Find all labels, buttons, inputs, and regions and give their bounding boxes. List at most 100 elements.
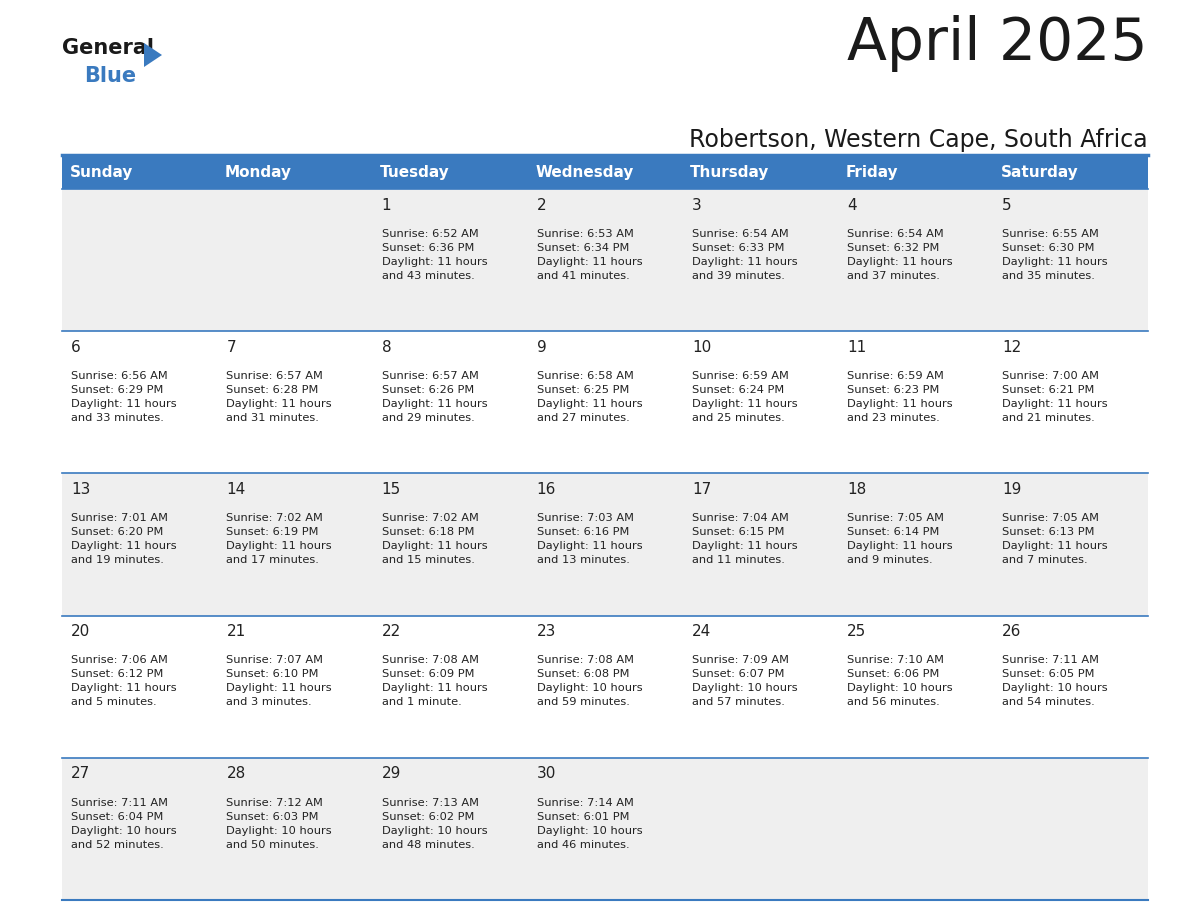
Text: Sunrise: 7:08 AM
Sunset: 6:08 PM
Daylight: 10 hours
and 59 minutes.: Sunrise: 7:08 AM Sunset: 6:08 PM Dayligh…: [537, 655, 643, 708]
Text: 29: 29: [381, 767, 402, 781]
Bar: [372, 616, 527, 757]
Text: April 2025: April 2025: [847, 15, 1148, 72]
Text: 16: 16: [537, 482, 556, 497]
Bar: [993, 474, 1148, 616]
Text: Sunrise: 7:13 AM
Sunset: 6:02 PM
Daylight: 10 hours
and 48 minutes.: Sunrise: 7:13 AM Sunset: 6:02 PM Dayligh…: [381, 798, 487, 850]
Text: Sunrise: 6:55 AM
Sunset: 6:30 PM
Daylight: 11 hours
and 35 minutes.: Sunrise: 6:55 AM Sunset: 6:30 PM Dayligh…: [1003, 229, 1107, 281]
Bar: [838, 331, 993, 474]
Bar: [527, 189, 683, 331]
Text: Sunrise: 7:12 AM
Sunset: 6:03 PM
Daylight: 10 hours
and 50 minutes.: Sunrise: 7:12 AM Sunset: 6:03 PM Dayligh…: [227, 798, 333, 850]
Text: Sunrise: 6:54 AM
Sunset: 6:32 PM
Daylight: 11 hours
and 37 minutes.: Sunrise: 6:54 AM Sunset: 6:32 PM Dayligh…: [847, 229, 953, 281]
Text: Wednesday: Wednesday: [535, 164, 633, 180]
Text: Sunrise: 7:05 AM
Sunset: 6:13 PM
Daylight: 11 hours
and 7 minutes.: Sunrise: 7:05 AM Sunset: 6:13 PM Dayligh…: [1003, 513, 1107, 565]
Bar: [372, 189, 527, 331]
Text: Sunrise: 6:52 AM
Sunset: 6:36 PM
Daylight: 11 hours
and 43 minutes.: Sunrise: 6:52 AM Sunset: 6:36 PM Dayligh…: [381, 229, 487, 281]
Text: 9: 9: [537, 340, 546, 354]
Bar: [62, 155, 217, 189]
Bar: [217, 616, 372, 757]
Text: Sunrise: 7:00 AM
Sunset: 6:21 PM
Daylight: 11 hours
and 21 minutes.: Sunrise: 7:00 AM Sunset: 6:21 PM Dayligh…: [1003, 371, 1107, 423]
Text: Sunrise: 6:54 AM
Sunset: 6:33 PM
Daylight: 11 hours
and 39 minutes.: Sunrise: 6:54 AM Sunset: 6:33 PM Dayligh…: [691, 229, 797, 281]
Bar: [62, 331, 217, 474]
Text: Sunrise: 7:06 AM
Sunset: 6:12 PM
Daylight: 11 hours
and 5 minutes.: Sunrise: 7:06 AM Sunset: 6:12 PM Dayligh…: [71, 655, 177, 708]
Bar: [527, 155, 683, 189]
Text: 23: 23: [537, 624, 556, 639]
Bar: [527, 757, 683, 900]
Text: Saturday: Saturday: [1000, 164, 1079, 180]
Text: 8: 8: [381, 340, 391, 354]
Text: 11: 11: [847, 340, 866, 354]
Bar: [527, 616, 683, 757]
Text: 30: 30: [537, 767, 556, 781]
Text: Sunrise: 6:57 AM
Sunset: 6:26 PM
Daylight: 11 hours
and 29 minutes.: Sunrise: 6:57 AM Sunset: 6:26 PM Dayligh…: [381, 371, 487, 423]
Bar: [683, 757, 838, 900]
Bar: [217, 331, 372, 474]
Text: Friday: Friday: [846, 164, 898, 180]
Text: Sunrise: 6:58 AM
Sunset: 6:25 PM
Daylight: 11 hours
and 27 minutes.: Sunrise: 6:58 AM Sunset: 6:25 PM Dayligh…: [537, 371, 643, 423]
Text: Sunrise: 7:02 AM
Sunset: 6:19 PM
Daylight: 11 hours
and 17 minutes.: Sunrise: 7:02 AM Sunset: 6:19 PM Dayligh…: [227, 513, 333, 565]
Text: 24: 24: [691, 624, 712, 639]
Text: Sunrise: 7:03 AM
Sunset: 6:16 PM
Daylight: 11 hours
and 13 minutes.: Sunrise: 7:03 AM Sunset: 6:16 PM Dayligh…: [537, 513, 643, 565]
Text: Sunrise: 7:02 AM
Sunset: 6:18 PM
Daylight: 11 hours
and 15 minutes.: Sunrise: 7:02 AM Sunset: 6:18 PM Dayligh…: [381, 513, 487, 565]
Polygon shape: [144, 43, 162, 67]
Bar: [993, 189, 1148, 331]
Bar: [683, 474, 838, 616]
Text: General: General: [62, 38, 154, 58]
Text: Sunday: Sunday: [70, 164, 133, 180]
Bar: [838, 474, 993, 616]
Bar: [993, 616, 1148, 757]
Text: Thursday: Thursday: [690, 164, 770, 180]
Text: 7: 7: [227, 340, 236, 354]
Bar: [838, 155, 993, 189]
Text: 15: 15: [381, 482, 400, 497]
Text: Sunrise: 7:11 AM
Sunset: 6:05 PM
Daylight: 10 hours
and 54 minutes.: Sunrise: 7:11 AM Sunset: 6:05 PM Dayligh…: [1003, 655, 1107, 708]
Bar: [993, 757, 1148, 900]
Text: 17: 17: [691, 482, 712, 497]
Bar: [527, 474, 683, 616]
Text: 6: 6: [71, 340, 81, 354]
Bar: [62, 616, 217, 757]
Text: 12: 12: [1003, 340, 1022, 354]
Text: Blue: Blue: [84, 66, 137, 86]
Text: Sunrise: 6:57 AM
Sunset: 6:28 PM
Daylight: 11 hours
and 31 minutes.: Sunrise: 6:57 AM Sunset: 6:28 PM Dayligh…: [227, 371, 333, 423]
Bar: [527, 331, 683, 474]
Bar: [217, 189, 372, 331]
Text: Sunrise: 7:05 AM
Sunset: 6:14 PM
Daylight: 11 hours
and 9 minutes.: Sunrise: 7:05 AM Sunset: 6:14 PM Dayligh…: [847, 513, 953, 565]
Bar: [683, 155, 838, 189]
Text: 25: 25: [847, 624, 866, 639]
Text: 5: 5: [1003, 197, 1012, 213]
Bar: [217, 474, 372, 616]
Text: 13: 13: [71, 482, 90, 497]
Bar: [62, 757, 217, 900]
Text: Monday: Monday: [225, 164, 292, 180]
Bar: [372, 757, 527, 900]
Text: Sunrise: 7:14 AM
Sunset: 6:01 PM
Daylight: 10 hours
and 46 minutes.: Sunrise: 7:14 AM Sunset: 6:01 PM Dayligh…: [537, 798, 643, 850]
Bar: [993, 331, 1148, 474]
Text: 1: 1: [381, 197, 391, 213]
Bar: [372, 331, 527, 474]
Text: 10: 10: [691, 340, 712, 354]
Bar: [838, 189, 993, 331]
Bar: [683, 331, 838, 474]
Text: 3: 3: [691, 197, 702, 213]
Bar: [993, 155, 1148, 189]
Text: Sunrise: 6:53 AM
Sunset: 6:34 PM
Daylight: 11 hours
and 41 minutes.: Sunrise: 6:53 AM Sunset: 6:34 PM Dayligh…: [537, 229, 643, 281]
Text: 20: 20: [71, 624, 90, 639]
Text: 27: 27: [71, 767, 90, 781]
Bar: [838, 757, 993, 900]
Bar: [62, 474, 217, 616]
Text: Robertson, Western Cape, South Africa: Robertson, Western Cape, South Africa: [689, 128, 1148, 152]
Text: 28: 28: [227, 767, 246, 781]
Bar: [372, 474, 527, 616]
Text: 2: 2: [537, 197, 546, 213]
Bar: [217, 155, 372, 189]
Text: Tuesday: Tuesday: [380, 164, 450, 180]
Text: Sunrise: 7:10 AM
Sunset: 6:06 PM
Daylight: 10 hours
and 56 minutes.: Sunrise: 7:10 AM Sunset: 6:06 PM Dayligh…: [847, 655, 953, 708]
Bar: [683, 616, 838, 757]
Text: 22: 22: [381, 624, 400, 639]
Text: 21: 21: [227, 624, 246, 639]
Text: Sunrise: 7:01 AM
Sunset: 6:20 PM
Daylight: 11 hours
and 19 minutes.: Sunrise: 7:01 AM Sunset: 6:20 PM Dayligh…: [71, 513, 177, 565]
Bar: [217, 757, 372, 900]
Text: 4: 4: [847, 197, 857, 213]
Bar: [62, 189, 217, 331]
Text: Sunrise: 6:59 AM
Sunset: 6:24 PM
Daylight: 11 hours
and 25 minutes.: Sunrise: 6:59 AM Sunset: 6:24 PM Dayligh…: [691, 371, 797, 423]
